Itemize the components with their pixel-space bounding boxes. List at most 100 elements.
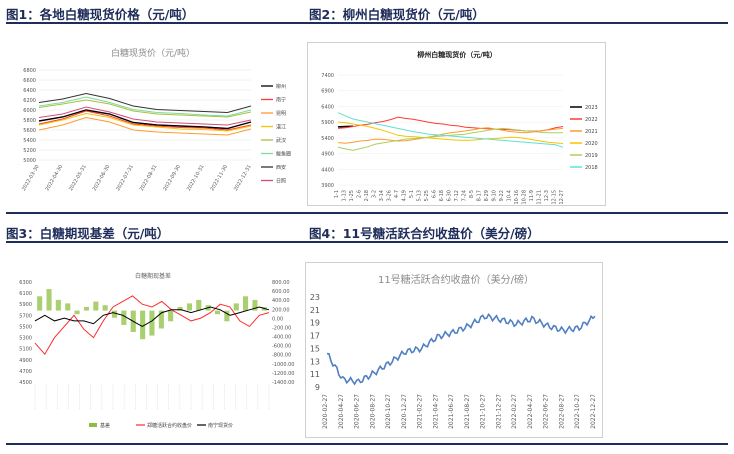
series-line-湛江 bbox=[38, 112, 252, 132]
y-right-tick-label: -1000.00 bbox=[272, 362, 294, 368]
y-tick-label: 6400 bbox=[23, 88, 36, 94]
x-tick-label: 2022-10-27 bbox=[574, 394, 581, 429]
legend-label: 西安 bbox=[276, 164, 286, 171]
legend-label: 柳州 bbox=[276, 83, 286, 90]
x-tick-label: 2022-08-31 bbox=[139, 164, 159, 192]
y-tick-label: 17 bbox=[310, 332, 320, 341]
x-tick-label: 2020-08-27 bbox=[369, 394, 376, 429]
x-tick-label: 2022-06-27 bbox=[543, 394, 550, 429]
basis-bar bbox=[121, 310, 127, 325]
basis-bar bbox=[37, 296, 43, 311]
basis-bar bbox=[224, 310, 230, 322]
y-tick-label: 7400 bbox=[321, 73, 334, 79]
bottom-rule bbox=[6, 443, 728, 445]
y-left-tick-label: 5500 bbox=[19, 324, 32, 330]
legend-label: 鲅鱼圈 bbox=[276, 151, 291, 158]
x-tick-label: 2022-09-30 bbox=[162, 164, 182, 192]
legend-label: 2022 bbox=[585, 117, 598, 123]
basis-bar bbox=[140, 310, 146, 340]
fig2-header: 图2：柳州白糖现货价（元/吨） bbox=[309, 7, 485, 22]
chart-liuzhou-seasonal: 柳州白糖现货价（元/吨） 7400 6900 6400 5900 5400 4900 440… bbox=[307, 42, 606, 206]
series-line-日照 bbox=[38, 106, 252, 126]
x-tick-label: 7-12 bbox=[454, 190, 460, 201]
y-left-tick-label: 6300 bbox=[19, 280, 32, 286]
x-tick-label: 2021-06-27 bbox=[448, 394, 455, 429]
chart-title: 11号糖活跃合约收盘价（美分/磅） bbox=[378, 273, 534, 286]
basis-bar bbox=[149, 310, 155, 336]
legend-label: 2020 bbox=[585, 141, 598, 147]
x-tick-label: 11-9 bbox=[529, 190, 535, 201]
y-left-tick-label: 4900 bbox=[19, 358, 32, 364]
x-tick-label: 6-18 bbox=[439, 190, 445, 201]
y-tick-label: 6600 bbox=[23, 78, 36, 84]
y-right-tick-label: -600.00 bbox=[272, 344, 291, 350]
y-tick-label: 21 bbox=[310, 306, 320, 315]
x-tick-label: 2021-10-27 bbox=[480, 394, 487, 429]
x-tick-label: 2022-02-27 bbox=[511, 394, 518, 429]
series-line-2021 bbox=[337, 127, 564, 144]
series-line-2018 bbox=[337, 112, 564, 148]
series-line-鲅鱼圈 bbox=[38, 96, 252, 117]
basis-bar bbox=[65, 303, 71, 311]
x-tick-label: 2-18 bbox=[364, 190, 370, 201]
series-line-西安 bbox=[38, 92, 252, 114]
x-tick-label: 7-24 bbox=[462, 190, 468, 201]
x-tick-label: 2021-12-27 bbox=[495, 394, 502, 429]
series-line-sugar11 bbox=[326, 312, 596, 386]
y-tick-label: 19 bbox=[310, 319, 320, 328]
x-tick-label: 8-29 bbox=[484, 190, 490, 201]
y-left-tick-label: 5300 bbox=[19, 336, 32, 342]
chart-ice-sugar11-svg: 11号糖活跃合约收盘价（美分/磅） 23 21 19 17 15 13 11 92020-02… bbox=[310, 273, 597, 429]
x-tick-label: 5-25 bbox=[424, 190, 430, 201]
x-tick-label: 2022-06-30 bbox=[92, 164, 112, 192]
y-left-tick-label: 5100 bbox=[19, 347, 32, 353]
x-tick-label: 6-6 bbox=[432, 190, 438, 198]
x-tick-label: 2022-04-30 bbox=[45, 164, 65, 192]
x-tick-label: 2021-08-27 bbox=[464, 394, 471, 429]
y-tick-label: 5000 bbox=[23, 158, 36, 164]
y-right-tick-label: -1400.00 bbox=[272, 380, 294, 386]
x-tick-label: 6-30 bbox=[447, 190, 453, 201]
x-tick-label: 5-13 bbox=[417, 190, 423, 201]
x-tick-label: 2020-04-27 bbox=[338, 394, 345, 429]
y-tick-label: 15 bbox=[310, 344, 320, 353]
basis-bar bbox=[83, 307, 89, 311]
y-right-tick-label: -400.00 bbox=[272, 335, 291, 341]
series-line-武汉 bbox=[38, 99, 252, 118]
x-tick-label: 2020-12-27 bbox=[401, 394, 408, 429]
basis-bar bbox=[186, 303, 192, 311]
series-line-2023 bbox=[337, 125, 354, 128]
x-tick-label: 2022-03-30 bbox=[21, 164, 41, 192]
x-tick-label: 2021-02-27 bbox=[417, 394, 424, 429]
x-tick-label: 3-2 bbox=[372, 190, 378, 198]
x-tick-label: 2022-12-31 bbox=[233, 164, 253, 192]
x-tick-label: 12-15 bbox=[552, 190, 558, 205]
basis-bar bbox=[112, 310, 118, 318]
y-tick-label: 11 bbox=[310, 370, 320, 379]
basis-bar bbox=[214, 310, 220, 315]
y-right-tick-label: 200.00 bbox=[272, 307, 290, 313]
y-tick-label: 23 bbox=[310, 293, 320, 302]
x-tick-label: 2020-10-27 bbox=[385, 394, 392, 429]
x-tick-label: 12-27 bbox=[559, 190, 565, 205]
legend-label: 南宁现货价 bbox=[208, 422, 233, 429]
series-line-futures bbox=[34, 295, 270, 356]
y-right-tick-label: 0.00 bbox=[272, 316, 283, 322]
legend-label: 郑糖活跃合约收盘价 bbox=[147, 422, 192, 429]
legend-label: 武汉 bbox=[276, 137, 286, 144]
chart-title: 白糖期现基差 bbox=[135, 272, 171, 280]
y-right-tick-label: -1200.00 bbox=[272, 371, 294, 377]
x-tick-label: 1-25 bbox=[349, 190, 355, 201]
y-tick-label: 6800 bbox=[23, 68, 36, 74]
x-tick-label: 5-1 bbox=[409, 190, 415, 198]
basis-bar bbox=[243, 296, 249, 311]
series-line-2022 bbox=[337, 116, 564, 132]
basis-bar bbox=[177, 307, 183, 311]
basis-bar bbox=[74, 310, 80, 315]
legend-label: 2021 bbox=[585, 129, 598, 135]
y-tick-label: 5800 bbox=[23, 118, 36, 124]
basis-bar bbox=[55, 299, 61, 311]
y-tick-label: 5900 bbox=[321, 120, 334, 126]
chart-ice-sugar11: 11号糖活跃合约收盘价（美分/磅） 23 21 19 17 15 13 11 9 2020-02… bbox=[305, 262, 603, 438]
x-tick-label: 12-3 bbox=[544, 190, 550, 201]
